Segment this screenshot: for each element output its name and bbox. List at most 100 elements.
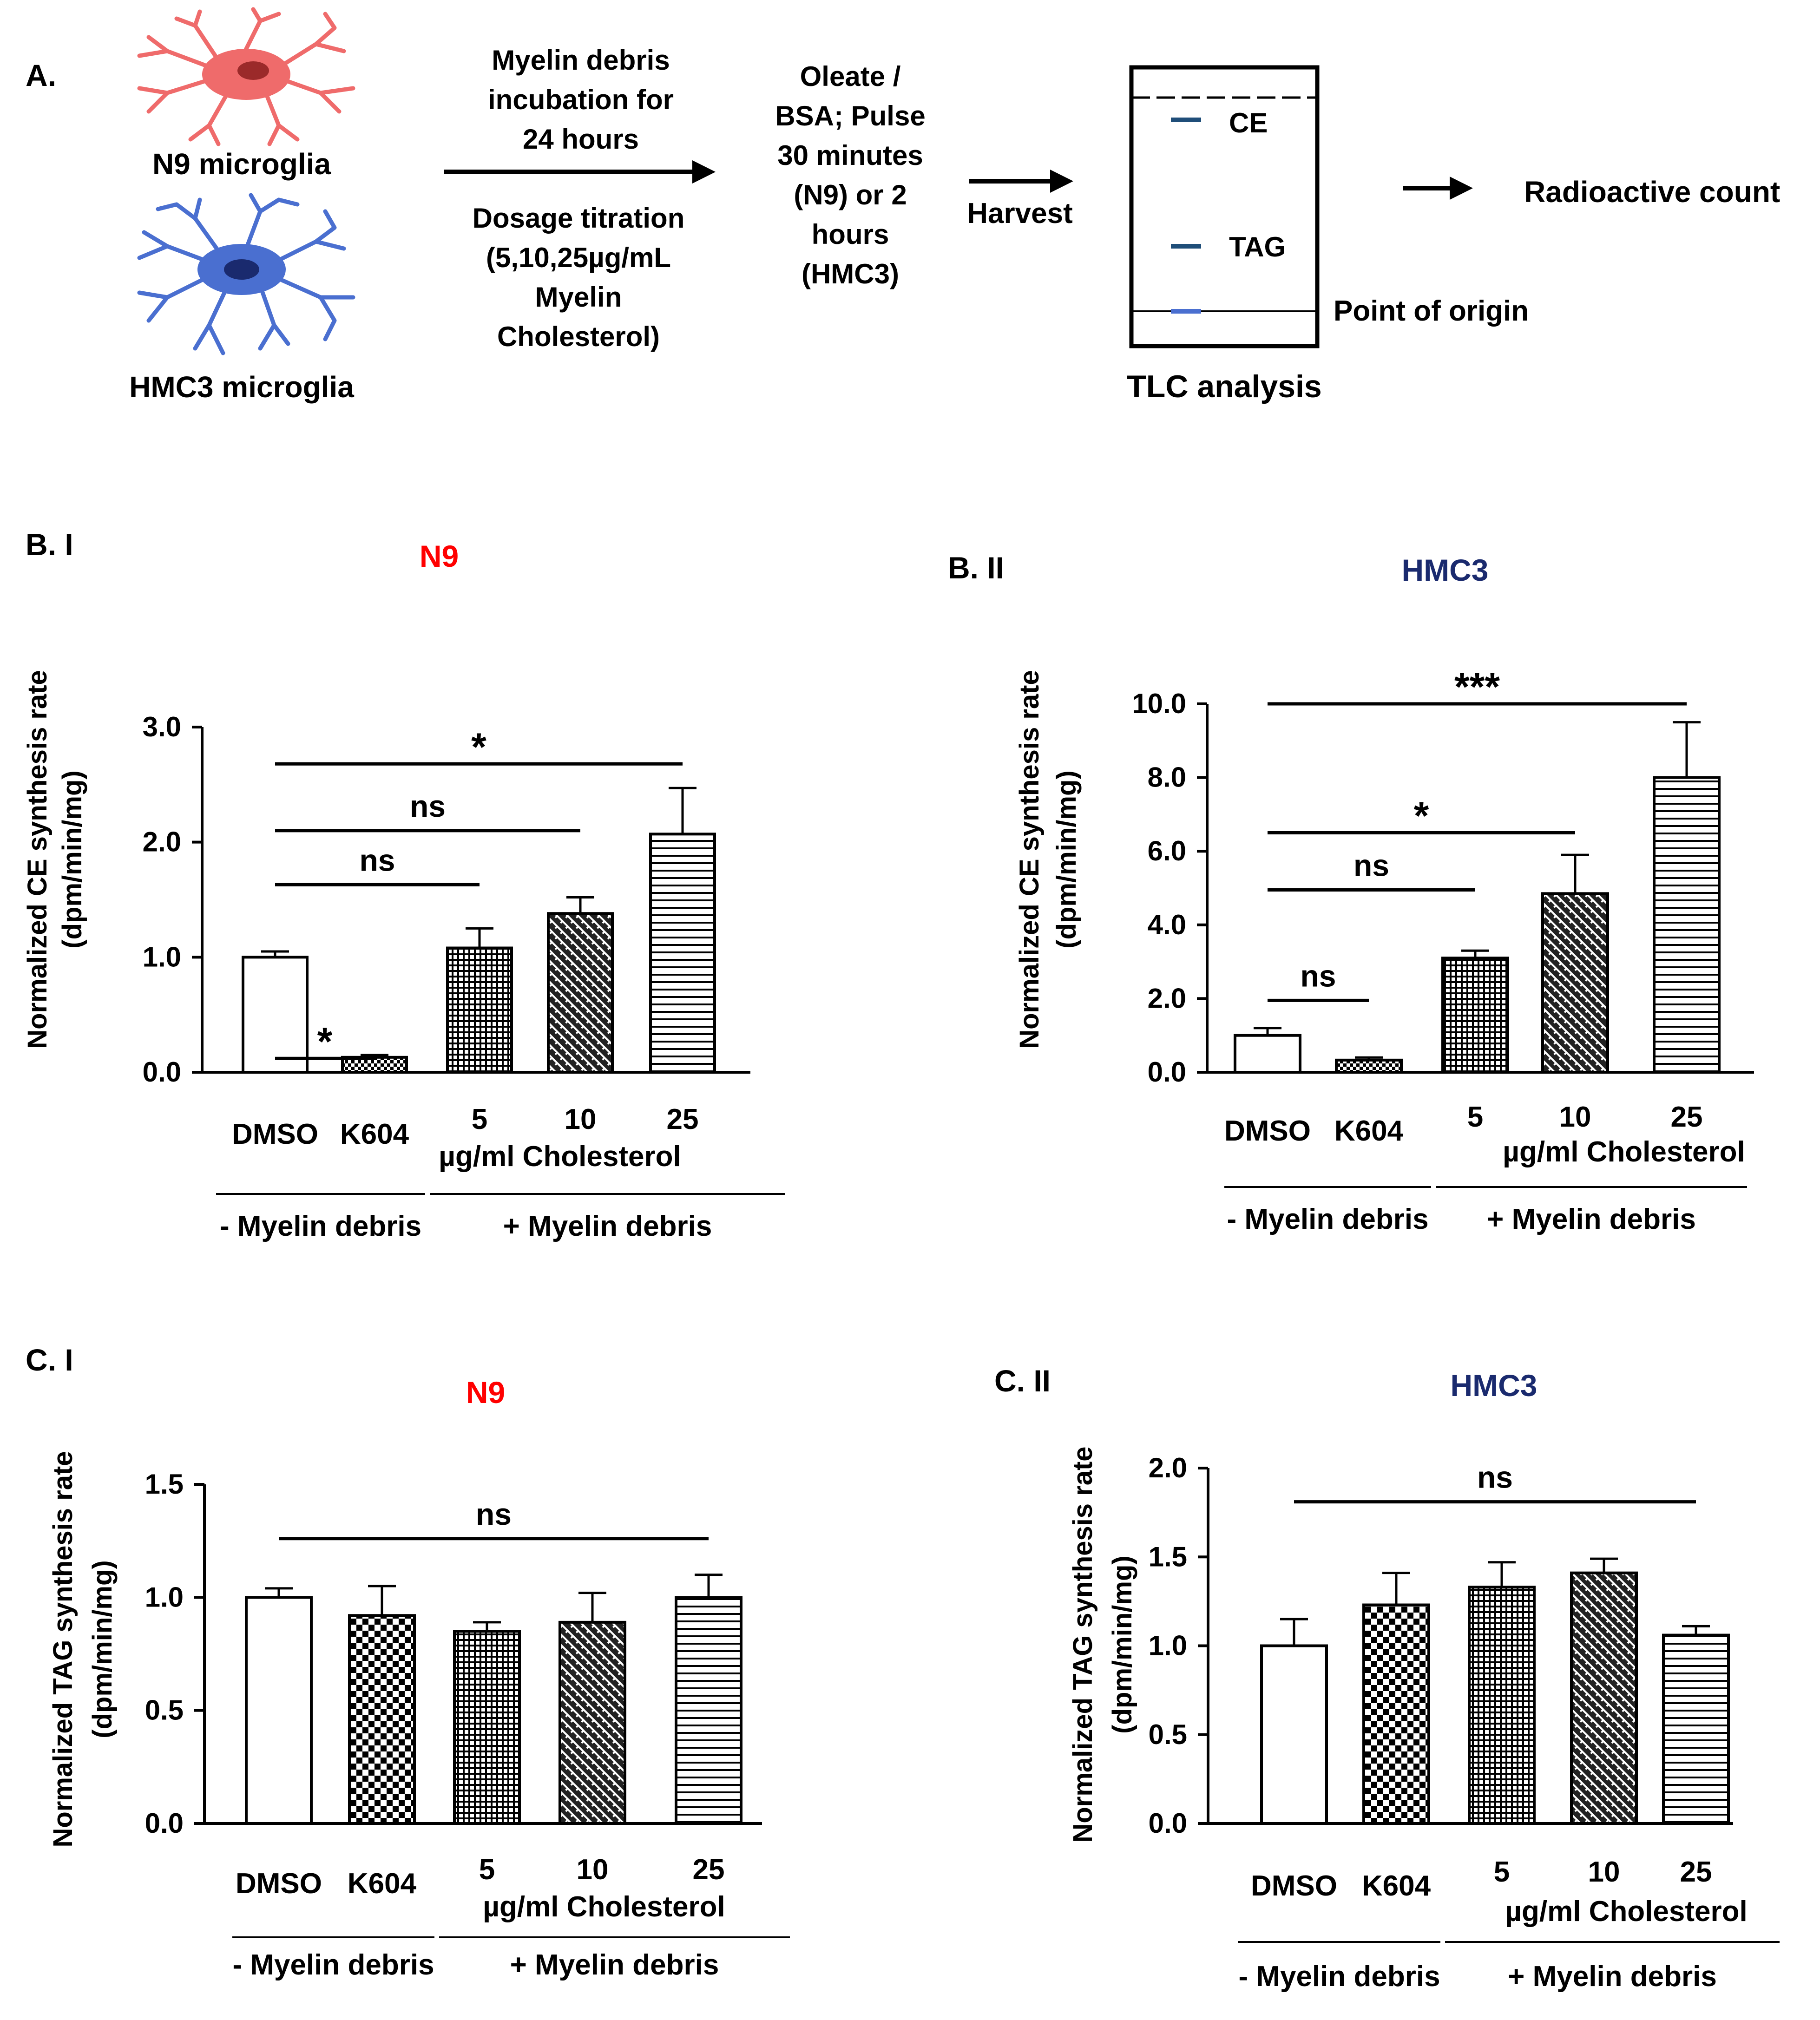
panel-label: C. II — [994, 1364, 1051, 1398]
significance-label: ns — [1300, 958, 1336, 993]
y-axis-label: Normalized CE synthesis rate — [1014, 670, 1045, 1049]
significance-label: ns — [1477, 1460, 1513, 1495]
y-tick-label: 10.0 — [1132, 688, 1186, 719]
x-category-label: K604 — [340, 1118, 409, 1150]
x-category-label: 5 — [479, 1854, 495, 1886]
x-category-label: 5 — [1494, 1856, 1510, 1888]
radioactive-count-label: Radioactive count — [1524, 175, 1780, 209]
chart-title: HMC3 — [1450, 1368, 1537, 1403]
ce-label: CE — [1229, 107, 1268, 138]
y-tick-label: 8.0 — [1148, 762, 1186, 793]
group-label: + Myelin debris — [1487, 1203, 1696, 1235]
tlc-plate: CE TAG — [1129, 65, 1320, 348]
bar — [558, 1620, 626, 1825]
chart-b-i: B. I N9 Normalized CE synthesis rate (dpm/m… — [22, 527, 785, 1242]
x-category-label: K604 — [348, 1868, 417, 1900]
y-tick-label: 0.0 — [1148, 1056, 1186, 1088]
step2-text: Oleate / BSA; Pulse 30 minutes (N9) or 2… — [775, 61, 925, 289]
chart-title: N9 — [420, 539, 459, 573]
bar — [649, 833, 716, 1074]
tag-label: TAG — [1229, 231, 1286, 262]
n9-microglia-icon — [137, 7, 355, 146]
chart-title: HMC3 — [1401, 553, 1488, 587]
x-category-label: 25 — [1680, 1856, 1712, 1888]
bar — [1362, 1603, 1430, 1825]
group-label: - Myelin debris — [1238, 1961, 1440, 1993]
step1-line: 24 hours — [523, 124, 639, 155]
y-tick-label: 1.0 — [1149, 1630, 1187, 1661]
x-category-label: DMSO — [232, 1118, 318, 1150]
group-label: + Myelin debris — [510, 1949, 719, 1981]
x-category-label: 25 — [667, 1103, 699, 1135]
arrow-step3 — [1403, 177, 1473, 200]
y-tick-label: 3.0 — [143, 711, 181, 742]
n9-microglia-label: N9 microglia — [152, 147, 331, 181]
bar — [1541, 892, 1609, 1074]
panel-label: B. II — [948, 551, 1004, 585]
x-category-label: 10 — [577, 1854, 609, 1886]
panel-a: A. N9 microglia HMC3 — [26, 7, 1780, 404]
group-label: - Myelin debris — [232, 1949, 434, 1981]
step1-text-below: Dosage titration (5,10,25µg/mL Myelin Ch… — [473, 203, 685, 352]
chart-title: N9 — [466, 1375, 505, 1410]
step1-line: Cholesterol) — [497, 321, 660, 352]
significance-label: ns — [1354, 848, 1389, 882]
significance-label: * — [1414, 794, 1429, 838]
significance-label: * — [471, 725, 486, 768]
chart-b-ii: B. II HMC3 Normalized CE synthesis rate (dp… — [948, 551, 1754, 1235]
unit-label: µg/ml Cholesterol — [1503, 1136, 1745, 1168]
bar — [1662, 1633, 1730, 1825]
step2-line: hours — [812, 219, 889, 250]
y-tick-label: 2.0 — [1148, 983, 1186, 1014]
group-label: - Myelin debris — [1227, 1203, 1428, 1235]
y-tick-label: 0.5 — [1149, 1719, 1187, 1750]
y-axis-label: (dpm/min/mg) — [1051, 770, 1082, 948]
bar — [1260, 1644, 1328, 1825]
bar — [453, 1630, 521, 1825]
unit-label: µg/ml Cholesterol — [483, 1891, 725, 1923]
y-tick-label: 0.0 — [143, 1056, 181, 1088]
x-category-label: DMSO — [236, 1868, 322, 1900]
step1-line: Myelin debris — [492, 45, 670, 76]
hmc3-microglia-label: HMC3 microglia — [129, 370, 354, 404]
x-category-label: K604 — [1334, 1115, 1404, 1147]
x-category-label: K604 — [1362, 1870, 1431, 1902]
step2-line: BSA; Pulse — [775, 100, 925, 131]
bar — [1441, 957, 1509, 1074]
bar — [245, 1596, 313, 1825]
step2-line: 30 minutes — [777, 140, 923, 171]
bar — [242, 956, 309, 1074]
harvest-label: Harvest — [967, 197, 1072, 230]
panel-label: C. I — [26, 1343, 73, 1377]
bar — [1468, 1586, 1536, 1825]
tlc-analysis-label: TLC analysis — [1127, 369, 1322, 404]
panel-a-label: A. — [26, 58, 56, 92]
significance-label: ns — [359, 843, 395, 877]
bar — [446, 946, 513, 1074]
y-tick-label: 0.0 — [145, 1808, 184, 1839]
x-category-label: 10 — [1588, 1856, 1620, 1888]
step1-line: Myelin — [535, 282, 622, 313]
x-category-label: 25 — [1671, 1101, 1703, 1133]
x-category-label: DMSO — [1224, 1115, 1311, 1147]
bar — [1570, 1571, 1638, 1825]
arrow-step1 — [444, 160, 716, 184]
y-axis-label: Normalized TAG synthesis rate — [1068, 1446, 1098, 1843]
y-tick-label: 4.0 — [1148, 909, 1186, 940]
step2-line: Oleate / — [800, 61, 901, 92]
y-tick-label: 0.0 — [1149, 1808, 1187, 1839]
unit-label: µg/ml Cholesterol — [439, 1141, 681, 1173]
y-tick-label: 2.0 — [1149, 1452, 1187, 1483]
significance-label: ns — [410, 789, 446, 823]
bar — [1653, 776, 1721, 1074]
step1-line: (5,10,25µg/mL — [486, 242, 671, 273]
step1-line: incubation for — [488, 84, 674, 115]
x-category-label: DMSO — [1251, 1870, 1337, 1902]
significance-label: * — [317, 1019, 333, 1063]
bar — [675, 1596, 742, 1825]
step2-line: (HMC3) — [802, 258, 899, 289]
point-of-origin-label: Point of origin — [1334, 295, 1529, 327]
y-axis-label: (dpm/min/mg) — [1107, 1555, 1137, 1733]
x-category-label: 10 — [1559, 1101, 1591, 1133]
